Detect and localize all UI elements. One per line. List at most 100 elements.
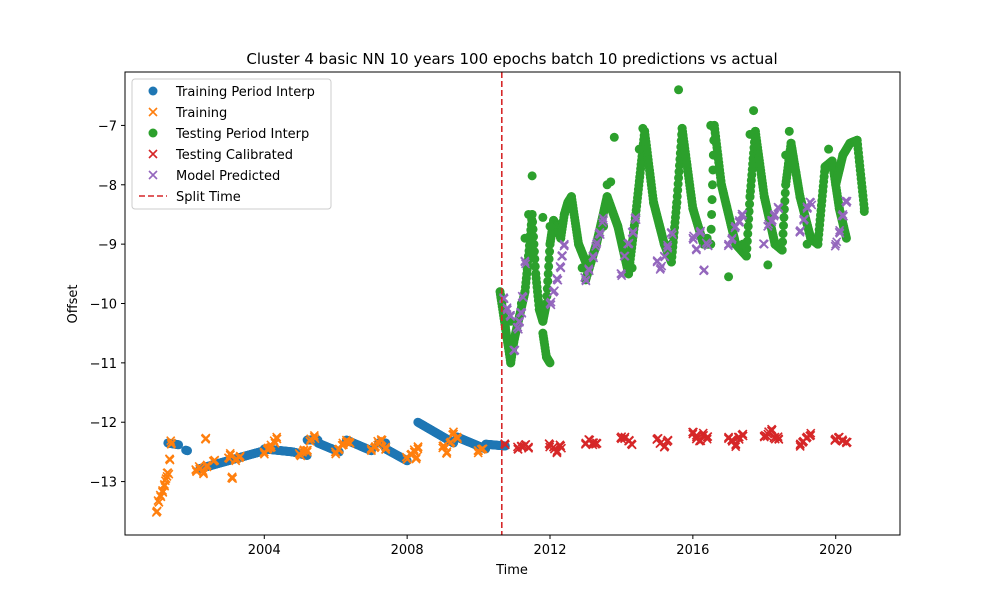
data-point-circle [500, 441, 510, 451]
data-point-circle [744, 214, 754, 224]
data-point-circle [778, 237, 788, 247]
data-point-x-marker [769, 209, 780, 220]
data-point-circle [707, 195, 717, 205]
data-point-x-marker [509, 345, 519, 355]
data-point-circle [545, 221, 555, 231]
data-point-x-marker [546, 300, 556, 310]
data-point-x-marker [549, 286, 560, 296]
data-point-x-marker [662, 240, 673, 250]
data-point-x-marker [695, 228, 705, 238]
data-point-x-marker [702, 434, 712, 444]
data-point-circle [706, 224, 716, 234]
data-point-x-marker [619, 251, 629, 261]
data-point-circle [763, 260, 773, 270]
data-point-circle [820, 165, 830, 175]
data-point-x-marker [166, 439, 176, 449]
legend-swatch-x [148, 170, 158, 180]
data-point-x-marker [442, 447, 452, 457]
data-point-x-marker [199, 468, 209, 478]
data-point-x-marker [545, 442, 555, 452]
data-point-x-marker [401, 452, 411, 462]
data-point-x-marker [691, 244, 702, 254]
data-point-circle [802, 239, 812, 249]
data-point-x-marker [727, 235, 737, 245]
data-point-x-marker [723, 239, 734, 249]
data-point-x-marker [381, 444, 391, 455]
data-point-circle [724, 272, 734, 282]
data-point-x-marker [795, 226, 805, 237]
data-point-x-marker [703, 431, 713, 442]
data-point-circle [638, 123, 648, 133]
data-point-x-marker [439, 441, 449, 451]
data-point-x-marker [515, 307, 525, 317]
data-point-x-marker [773, 432, 783, 442]
data-point-circle [542, 284, 552, 294]
data-point-x-marker [694, 436, 705, 446]
data-point-x-marker [556, 443, 567, 453]
data-point-x-marker [769, 211, 779, 221]
legend-entry-label: Training [175, 106, 227, 121]
data-point-x-marker [502, 305, 512, 315]
data-point-x-marker [767, 217, 777, 227]
data-point-x-marker [478, 444, 488, 454]
data-point-circle [708, 180, 717, 190]
legend-swatch-x [148, 107, 158, 117]
y-tick-label: −13 [90, 476, 117, 491]
data-point-x-marker [476, 444, 486, 455]
data-point-x-marker [835, 228, 845, 238]
data-point-x-marker [157, 485, 168, 496]
data-point-x-marker [659, 442, 669, 452]
data-point-x-marker [502, 303, 512, 313]
data-point-circle [529, 247, 539, 257]
data-point-x-marker [310, 434, 320, 444]
data-point-x-marker [301, 445, 312, 455]
data-point-x-marker [767, 424, 777, 434]
data-point-x-marker [157, 487, 168, 497]
x-axis-label: Time [495, 563, 528, 578]
data-point-x-marker [442, 449, 452, 459]
legend-entry-label: Training Period Interp [175, 85, 315, 100]
data-point-x-marker [774, 434, 784, 445]
data-point-circle [744, 206, 754, 216]
data-point-x-marker [841, 196, 851, 206]
data-point-circle [527, 171, 537, 181]
data-point-circle [542, 291, 552, 301]
data-point-circle [859, 206, 869, 216]
data-point-x-marker [376, 434, 386, 445]
data-point-x-marker [505, 312, 516, 322]
data-point-x-marker [592, 237, 602, 247]
data-point-x-marker [381, 442, 391, 452]
y-tick-label: −12 [90, 416, 117, 431]
data-point-x-marker [520, 256, 530, 266]
data-point-circle [709, 123, 719, 133]
data-point-circle [524, 209, 534, 219]
data-point-x-marker [735, 217, 745, 227]
chart-title: Cluster 4 basic NN 10 years 100 epochs b… [246, 50, 777, 68]
data-point-circle [634, 144, 644, 154]
data-point-x-marker [559, 239, 569, 249]
data-point-x-marker [446, 437, 456, 447]
data-point-x-marker [412, 452, 422, 462]
legend-entry-label: Testing Calibrated [175, 148, 293, 163]
data-point-circle [784, 126, 794, 136]
series-layer [151, 85, 869, 518]
data-point-x-marker [662, 437, 672, 447]
data-point-circle [528, 217, 538, 227]
y-axis-label: Offset [66, 284, 81, 323]
data-point-circle [852, 135, 862, 145]
data-point-x-marker [666, 228, 676, 238]
data-point-x-marker [626, 439, 636, 449]
data-point-circle [779, 212, 789, 222]
y-tick-label: −7 [98, 119, 117, 134]
series-testing-calibrated [500, 424, 852, 458]
data-point-x-marker [758, 239, 768, 249]
data-point-circle [707, 209, 717, 219]
data-point-x-marker [164, 469, 174, 479]
data-point-x-marker [559, 240, 569, 250]
data-point-circle [545, 358, 555, 368]
data-point-x-marker [590, 439, 601, 449]
data-point-circle [745, 129, 755, 139]
data-point-circle [529, 239, 539, 249]
data-point-circle [543, 269, 553, 279]
data-point-x-marker [591, 239, 601, 249]
